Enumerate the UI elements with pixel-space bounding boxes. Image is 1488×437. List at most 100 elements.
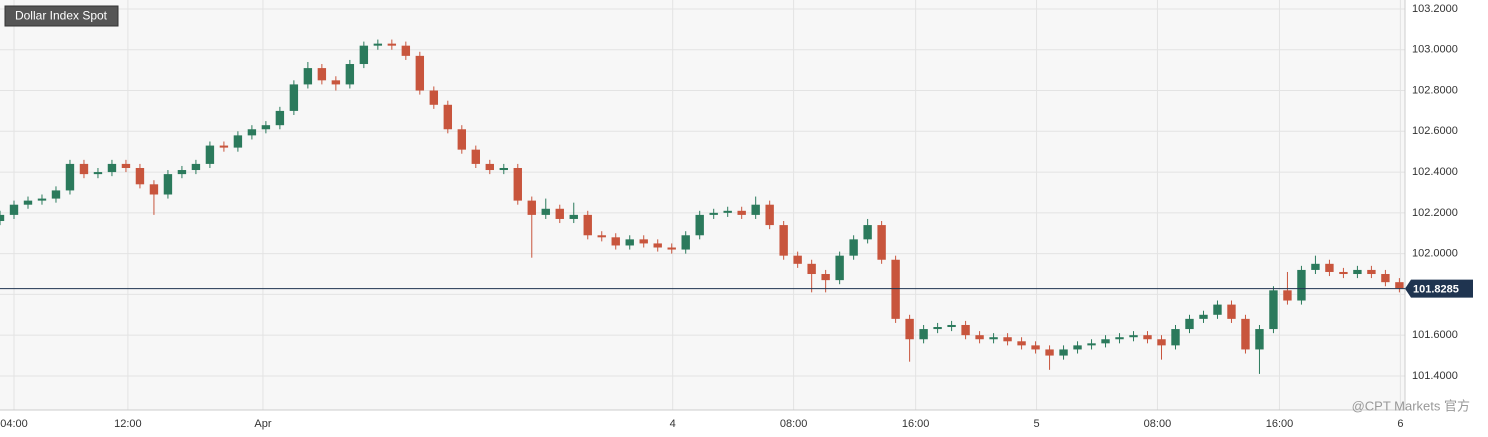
candle-body xyxy=(219,145,229,148)
y-tick-label: 102.2000 xyxy=(1412,207,1458,219)
x-tick-label: 6 xyxy=(1397,418,1403,430)
y-tick-label: 102.4000 xyxy=(1412,166,1458,178)
candle-body xyxy=(1395,282,1404,289)
candle-body xyxy=(723,210,732,213)
candle-body xyxy=(1283,290,1292,301)
x-tick-label: 5 xyxy=(1033,418,1039,430)
candle-body xyxy=(737,210,746,215)
candle-body xyxy=(611,237,620,246)
candle-body xyxy=(1045,349,1054,356)
candle-body xyxy=(975,335,984,340)
candle-body xyxy=(1003,337,1012,342)
candle-body xyxy=(443,104,453,130)
candle-body xyxy=(1325,263,1334,272)
candle-body xyxy=(317,68,327,81)
candle-body xyxy=(457,129,467,150)
candle-body xyxy=(205,145,215,164)
candle-body xyxy=(1227,304,1236,319)
candle-body xyxy=(625,239,634,246)
x-tick-label: 08:00 xyxy=(1144,418,1172,430)
x-tick-label: 08:00 xyxy=(780,418,808,430)
candle-body xyxy=(1087,343,1096,346)
candle-body xyxy=(961,324,970,336)
candle-body xyxy=(135,167,145,185)
candle-body xyxy=(1255,329,1264,350)
candle-body xyxy=(289,84,299,111)
candle-body xyxy=(541,208,550,215)
candle-body xyxy=(905,318,914,340)
candle-body xyxy=(877,225,886,260)
candle-body xyxy=(471,149,480,164)
candle-body xyxy=(247,129,257,136)
candle-body xyxy=(93,172,103,175)
y-tick-label: 103.0000 xyxy=(1412,44,1458,56)
candle-body xyxy=(1157,339,1166,346)
candle-body xyxy=(163,174,173,195)
candle-body xyxy=(527,200,536,215)
candle-body xyxy=(485,163,494,171)
candle-body xyxy=(1339,271,1348,275)
candle-body xyxy=(387,43,397,46)
candle-body xyxy=(1213,304,1222,315)
plot-area xyxy=(0,0,1405,410)
candle-body xyxy=(51,190,61,199)
candle-body xyxy=(1269,290,1278,330)
last-price-label: 101.8285 xyxy=(1413,283,1459,295)
candle-body xyxy=(863,225,872,240)
y-tick-label: 101.4000 xyxy=(1412,370,1458,382)
candle-body xyxy=(401,45,411,56)
candle-body xyxy=(597,235,606,238)
y-tick-label: 102.6000 xyxy=(1412,125,1458,137)
candle-body xyxy=(891,259,900,319)
candle-body xyxy=(793,255,802,264)
x-tick-label: 04:00 xyxy=(0,418,28,430)
candle-body xyxy=(667,247,676,250)
candle-body xyxy=(807,263,816,275)
candle-body xyxy=(989,337,998,340)
candle-body xyxy=(37,198,47,201)
y-tick-label: 102.0000 xyxy=(1412,248,1458,260)
candle-body xyxy=(1311,263,1320,270)
candle-body xyxy=(0,214,5,222)
y-tick-label: 102.8000 xyxy=(1412,84,1458,96)
candle-body xyxy=(709,212,718,215)
candle-body xyxy=(765,204,774,226)
candle-body xyxy=(9,204,19,215)
candle-body xyxy=(1185,318,1194,330)
y-tick-label: 103.2000 xyxy=(1412,3,1458,15)
candle-body xyxy=(695,214,704,236)
candle-body xyxy=(1101,339,1110,344)
candle-body xyxy=(947,324,956,328)
x-tick-label: 4 xyxy=(670,418,676,430)
candle-body xyxy=(1367,269,1376,275)
candle-body xyxy=(191,163,201,171)
watermark: @CPT Markets 官方 xyxy=(1352,398,1470,413)
candle-body xyxy=(933,327,942,330)
candle-body xyxy=(331,80,341,85)
candle-body xyxy=(1241,318,1250,350)
candle-body xyxy=(107,163,117,173)
candle-body xyxy=(415,55,425,91)
candle-body xyxy=(177,170,187,175)
candle-body xyxy=(1143,335,1152,340)
candle-body xyxy=(821,274,830,281)
title-box xyxy=(4,5,119,27)
x-tick-label: 16:00 xyxy=(902,418,930,430)
candle-body xyxy=(275,110,285,126)
y-tick-label: 101.6000 xyxy=(1412,329,1458,341)
x-tick-label: 16:00 xyxy=(1266,418,1294,430)
candle-body xyxy=(345,64,355,85)
last-price-tag xyxy=(1405,279,1473,298)
candle-body xyxy=(121,163,131,168)
candle-body xyxy=(849,239,858,256)
candle-body xyxy=(569,214,578,219)
candle-body xyxy=(681,235,690,250)
x-tick-label: Apr xyxy=(254,418,271,430)
candle-body xyxy=(1297,269,1306,301)
candle-body xyxy=(779,225,788,256)
chart-title: Dollar Index Spot xyxy=(15,9,108,23)
candle-body xyxy=(1199,314,1208,319)
x-tick-label: 12:00 xyxy=(114,418,142,430)
candle-body xyxy=(303,68,313,85)
